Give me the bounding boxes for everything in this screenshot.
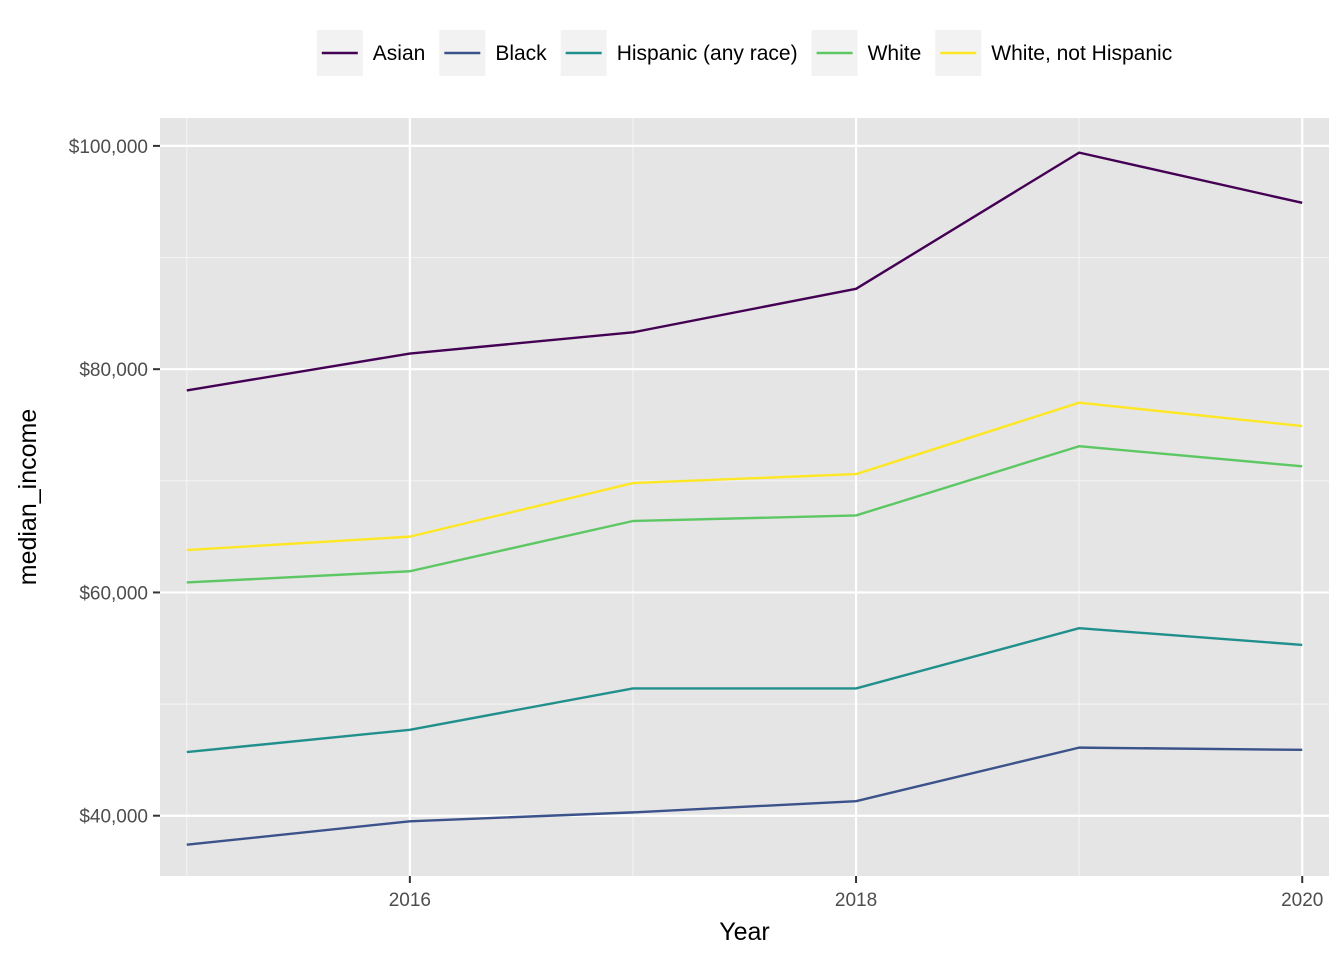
- legend-item-2: Hispanic (any race): [560, 30, 798, 76]
- legend: Asian Black Hispanic (any race) White White,…: [316, 30, 1172, 76]
- y-tick-label: $60,000: [79, 583, 148, 604]
- series-line-2: [186, 626, 1303, 754]
- legend-item-0: Asian: [316, 30, 426, 76]
- y-axis: $40,000 $60,000 $80,000 $100,000: [69, 137, 160, 828]
- legend-item-3: White: [811, 30, 922, 76]
- series-line-4: [186, 401, 1303, 552]
- x-axis: 2016 2018 2020: [389, 876, 1323, 911]
- series-lines: [186, 151, 1303, 846]
- legend-item-4: White, not Hispanic: [935, 30, 1172, 76]
- legend-label: White, not Hispanic: [991, 42, 1172, 65]
- series-line-1: [186, 746, 1303, 846]
- legend-label: White: [868, 42, 922, 65]
- y-tick-label: $100,000: [69, 137, 148, 158]
- x-axis-title: Year: [719, 918, 770, 946]
- y-tick-label: $80,000: [79, 360, 148, 381]
- series-line-0: [186, 151, 1303, 392]
- x-tick-label: 2020: [1281, 890, 1323, 911]
- y-axis-title: median_income: [14, 409, 42, 586]
- plot-panel: [160, 118, 1329, 876]
- legend-label: Asian: [373, 42, 426, 65]
- series-line-3: [186, 445, 1303, 584]
- x-tick-label: 2018: [835, 890, 877, 911]
- legend-label: Black: [495, 42, 547, 65]
- y-tick-label: $40,000: [79, 807, 148, 828]
- legend-item-1: Black: [439, 30, 547, 76]
- x-tick-label: 2016: [389, 890, 431, 911]
- legend-label: Hispanic (any race): [617, 42, 798, 65]
- minor-gridlines: [160, 118, 1329, 876]
